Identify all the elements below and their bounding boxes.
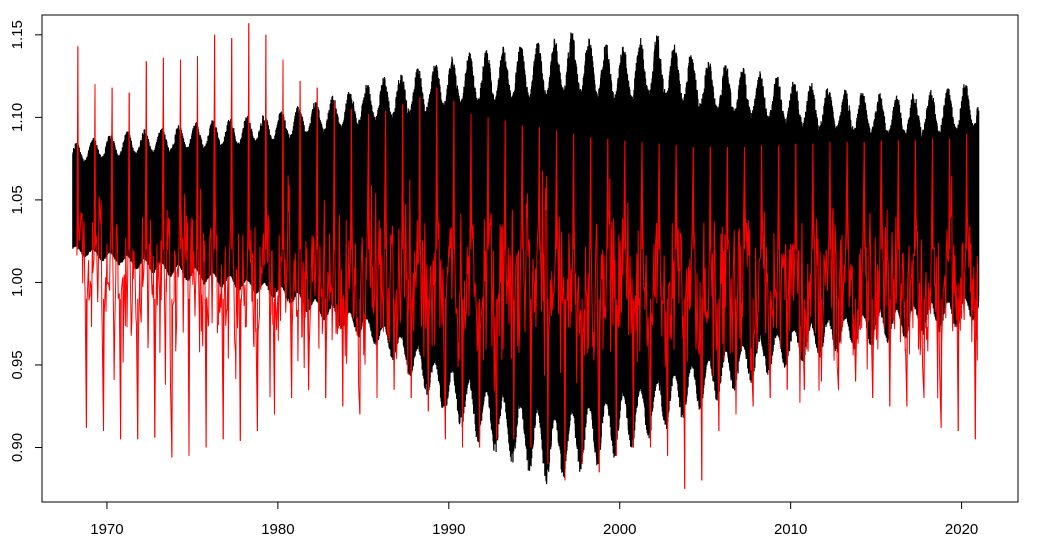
x-tick-label: 1980 bbox=[261, 521, 294, 538]
y-tick-label: 1.00 bbox=[9, 268, 26, 297]
x-axis: 1970 1980 1990 2000 2010 2020 bbox=[90, 501, 978, 538]
y-tick-label: 0.95 bbox=[9, 350, 26, 379]
y-tick-label: 1.10 bbox=[9, 103, 26, 132]
y-tick-label: 1.05 bbox=[9, 185, 26, 214]
series-red-line bbox=[76, 23, 979, 489]
x-tick-label: 2020 bbox=[945, 521, 978, 538]
y-tick-label: 1.15 bbox=[9, 20, 26, 49]
y-tick-label: 0.90 bbox=[9, 433, 26, 462]
x-tick-label: 1970 bbox=[90, 521, 123, 538]
series-red bbox=[76, 23, 979, 489]
x-tick-label: 2010 bbox=[774, 521, 807, 538]
x-tick-label: 2000 bbox=[603, 521, 636, 538]
y-axis: 0.90 0.95 1.00 1.05 1.10 1.15 bbox=[9, 20, 43, 462]
series-layer bbox=[72, 23, 980, 489]
x-tick-label: 1990 bbox=[432, 521, 465, 538]
